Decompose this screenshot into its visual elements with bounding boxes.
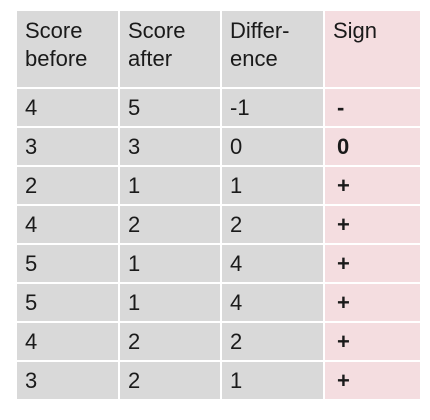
cell-after: 1 — [118, 243, 222, 284]
cell-after: 2 — [118, 204, 222, 245]
cell-difference: 2 — [220, 321, 325, 362]
table-row: 3 3 0 0 — [15, 126, 422, 167]
header-difference: Differ- ence — [220, 9, 325, 89]
cell-difference: 1 — [220, 360, 325, 401]
cell-sign: + — [323, 243, 422, 284]
cell-sign: + — [323, 204, 422, 245]
table-row: 5 1 4 + — [15, 243, 422, 284]
header-sign: Sign — [323, 9, 422, 89]
table-row: 4 2 2 + — [15, 321, 422, 362]
cell-after: 2 — [118, 321, 222, 362]
cell-before: 2 — [15, 165, 120, 206]
cell-before: 3 — [15, 126, 120, 167]
table-row: 3 2 1 + — [15, 360, 422, 401]
cell-difference: 0 — [220, 126, 325, 167]
cell-sign: 0 — [323, 126, 422, 167]
cell-after: 1 — [118, 165, 222, 206]
sign-test-table: Score before Score after Differ- ence Si… — [15, 9, 422, 401]
table-row: 4 2 2 + — [15, 204, 422, 245]
header-score-after-line2: after — [128, 46, 173, 71]
cell-difference: 4 — [220, 282, 325, 323]
cell-difference: 2 — [220, 204, 325, 245]
cell-after: 3 — [118, 126, 222, 167]
cell-after: 5 — [118, 87, 222, 128]
table-row: 5 1 4 + — [15, 282, 422, 323]
cell-before: 4 — [15, 204, 120, 245]
cell-before: 5 — [15, 243, 120, 284]
header-score-before: Score before — [15, 9, 120, 89]
cell-sign: + — [323, 165, 422, 206]
cell-difference: -1 — [220, 87, 325, 128]
cell-difference: 1 — [220, 165, 325, 206]
header-score-before-line1: Score — [25, 18, 83, 43]
cell-sign: - — [323, 87, 422, 128]
cell-sign: + — [323, 282, 422, 323]
cell-sign: + — [323, 321, 422, 362]
cell-before: 4 — [15, 321, 120, 362]
header-score-after: Score after — [118, 9, 222, 89]
cell-before: 3 — [15, 360, 120, 401]
header-difference-line1: Differ- — [230, 18, 290, 43]
cell-after: 2 — [118, 360, 222, 401]
cell-before: 4 — [15, 87, 120, 128]
table-row: 4 5 -1 - — [15, 87, 422, 128]
header-score-after-line1: Score — [128, 18, 186, 43]
table-row: 2 1 1 + — [15, 165, 422, 206]
cell-before: 5 — [15, 282, 120, 323]
header-difference-line2: ence — [230, 46, 278, 71]
cell-after: 1 — [118, 282, 222, 323]
header-score-before-line2: before — [25, 46, 88, 71]
cell-sign: + — [323, 360, 422, 401]
header-row: Score before Score after Differ- ence Si… — [15, 9, 422, 89]
cell-difference: 4 — [220, 243, 325, 284]
